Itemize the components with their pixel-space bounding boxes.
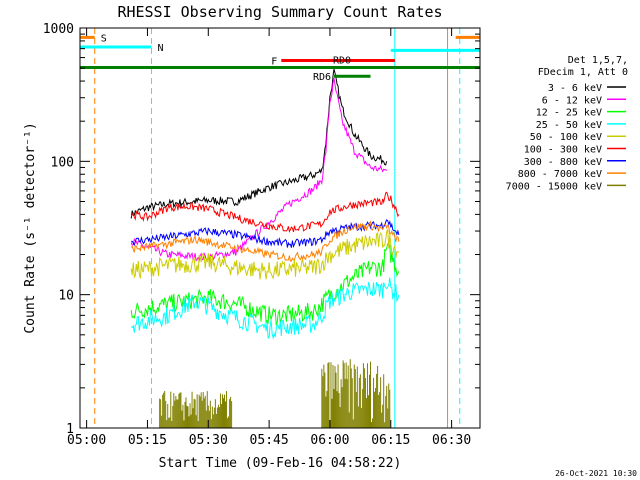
chart-title: RHESSI Observing Summary Count Rates	[117, 3, 442, 21]
y-tick-label: 1000	[43, 22, 74, 37]
series-line-6	[131, 219, 400, 249]
series-line-2	[130, 243, 400, 327]
x-tick-label: 05:45	[250, 433, 289, 448]
x-tick-label: 06:30	[432, 433, 471, 448]
x-axis-label: Start Time (09-Feb-16 04:58:22)	[159, 456, 402, 471]
series-line-4	[130, 229, 400, 280]
series-line-3	[130, 277, 400, 340]
x-tick-label: 06:15	[371, 433, 410, 448]
legend-header-line: FDecim 1, Att 0	[538, 67, 628, 78]
series-line-0	[130, 68, 388, 219]
y-tick-label: 10	[58, 289, 74, 304]
legend-entry-label: 300 - 800 keV	[524, 157, 602, 168]
x-tick-label: 05:00	[67, 433, 106, 448]
x-tick-label: 06:00	[310, 433, 349, 448]
x-tick-label: 05:30	[189, 433, 228, 448]
legend-entry-label: 100 - 300 keV	[524, 145, 602, 156]
annotation-label: RD6	[313, 72, 331, 83]
legend-entry-label: 25 - 50 keV	[536, 120, 602, 131]
generated-timestamp: 26-Oct-2021 10:30	[555, 469, 637, 478]
legend-entry-label: 3 - 6 keV	[548, 83, 602, 94]
annotation-label: RD0	[333, 56, 351, 67]
plot-area	[80, 28, 461, 428]
x-tick-label: 05:15	[128, 433, 167, 448]
annotation-label: F	[271, 57, 277, 68]
legend-entry-label: 50 - 100 keV	[530, 132, 602, 143]
legend-header-line: Det 1,5,7,	[568, 55, 628, 66]
series-line-7	[130, 220, 400, 262]
series-line-1	[130, 78, 388, 263]
legend-entry-label: 6 - 12 keV	[542, 95, 602, 106]
axes: 05:00 05:15 05:30 05:45 06:00 06:15 06:30 1 10 10…	[43, 22, 480, 448]
series-7000-15000-kev	[159, 359, 391, 428]
y-axis-label: Count Rate (s⁻¹ detector⁻¹)	[23, 122, 38, 333]
series-line-5	[130, 191, 400, 233]
annotation-label: N	[158, 43, 164, 54]
legend-entry-label: 800 - 7000 keV	[518, 169, 602, 180]
plot-frame	[79, 27, 481, 429]
annotation-label: S	[101, 33, 107, 44]
legend-entry-label: 7000 - 15000 keV	[506, 181, 602, 192]
y-tick-label: 100	[51, 155, 74, 170]
legend-entry-label: 12 - 25 keV	[536, 108, 602, 119]
y-tick-label: 1	[66, 422, 74, 437]
